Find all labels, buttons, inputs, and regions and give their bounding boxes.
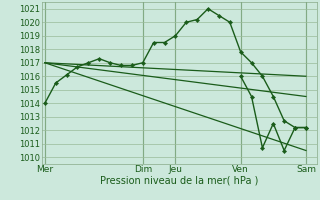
X-axis label: Pression niveau de la mer( hPa ): Pression niveau de la mer( hPa )	[100, 176, 258, 186]
